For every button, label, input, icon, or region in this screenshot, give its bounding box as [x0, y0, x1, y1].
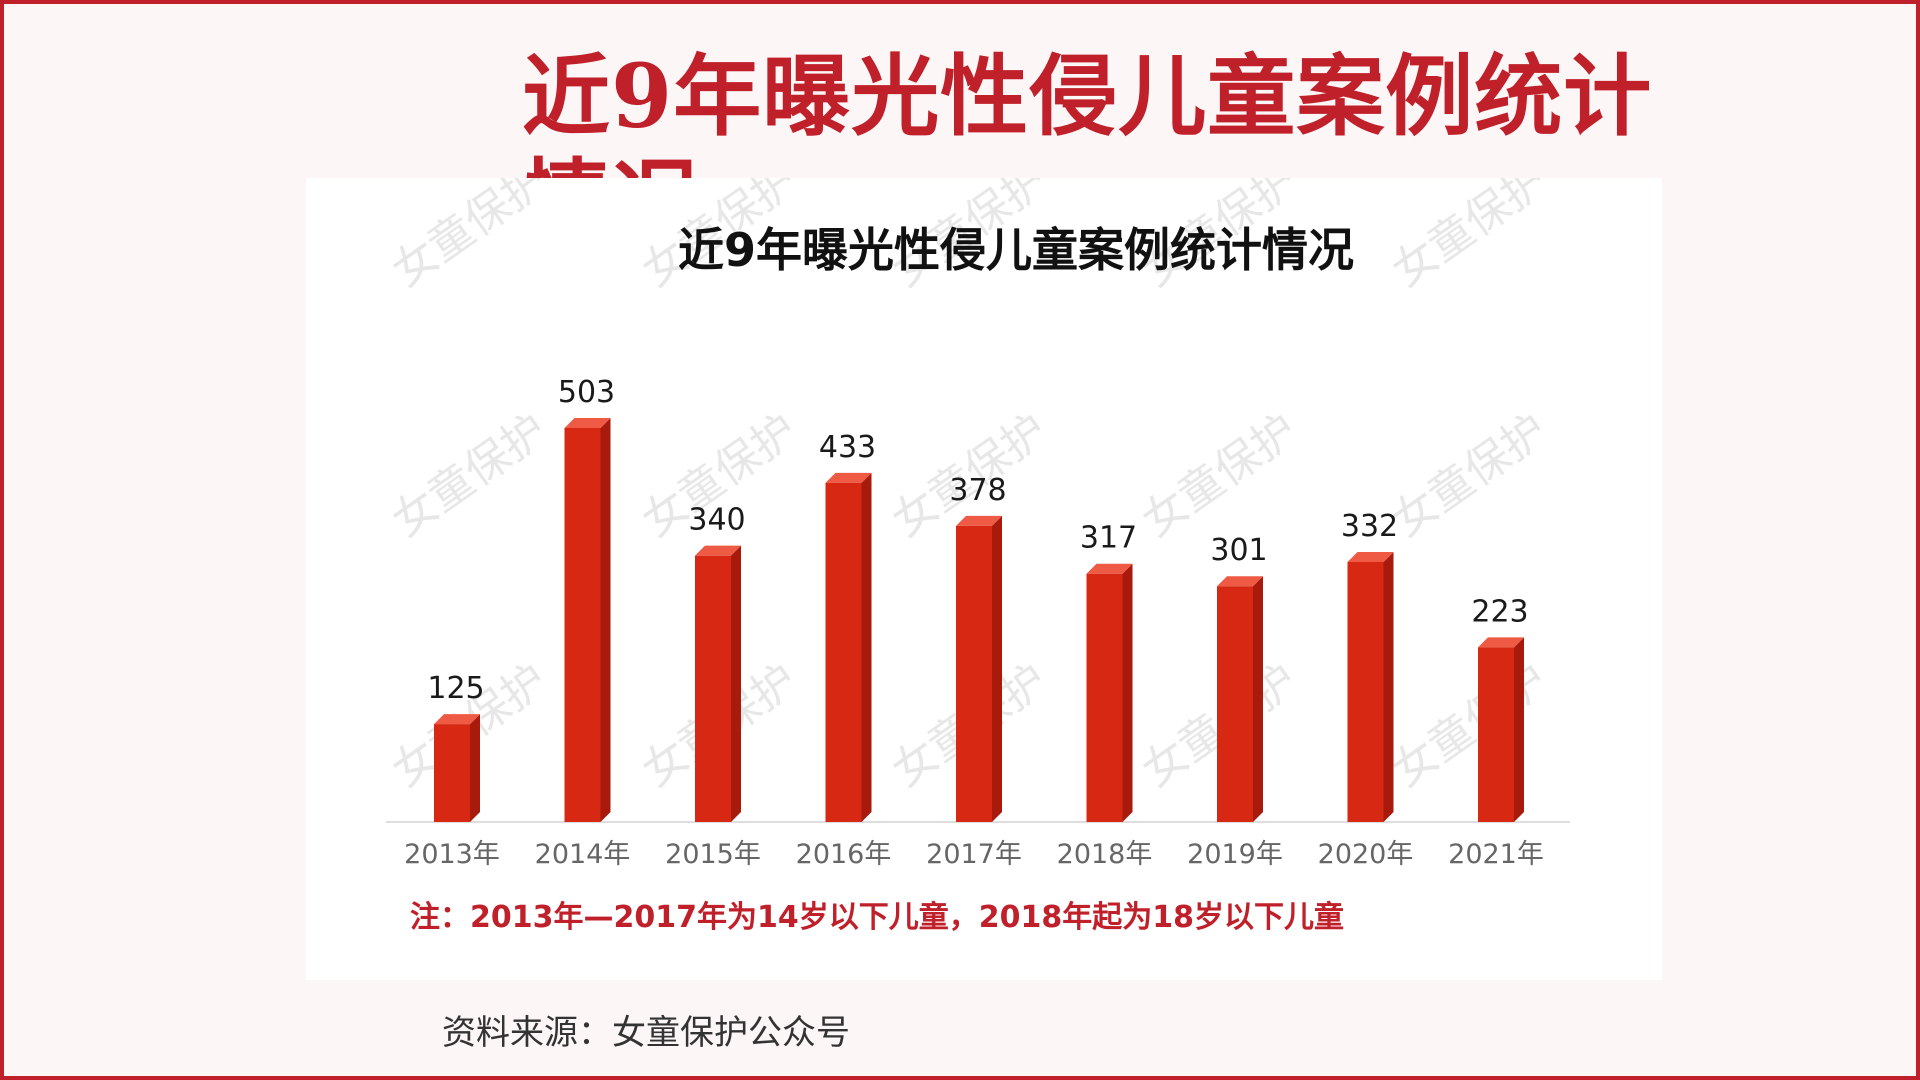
bar-side: [1122, 563, 1133, 822]
bar: [956, 525, 992, 822]
data-label: 301: [1210, 533, 1267, 568]
bar-side: [1514, 637, 1524, 822]
source-note: 资料来源：女童保护公众号: [442, 1013, 850, 1053]
x-tick-label: 2014年: [535, 839, 631, 870]
bar-top: [1086, 563, 1133, 574]
watermark-text: 女童保护: [383, 178, 556, 297]
bar-side: [992, 515, 1002, 822]
bar-top: [1347, 551, 1394, 562]
x-tick-label: 2016年: [796, 839, 892, 870]
bars-group: 125 2013年 503 2014年 340 2015年 433 2016年 378 2017年…: [404, 375, 1544, 870]
bar: [1086, 573, 1123, 822]
bar-top: [1217, 576, 1263, 587]
x-tick-label: 2019年: [1187, 839, 1283, 870]
bar-top: [956, 515, 1002, 526]
data-label: 340: [688, 503, 745, 538]
bar: [1217, 586, 1253, 822]
x-tick-label: 2015年: [665, 839, 761, 870]
data-label: 332: [1341, 509, 1398, 544]
watermark-text: 女童保护: [1133, 404, 1306, 547]
bar-top: [434, 714, 480, 725]
watermark-text: 女童保护: [1383, 178, 1556, 297]
bar: [825, 482, 862, 822]
bar-top: [564, 418, 611, 428]
bar: [564, 428, 601, 822]
bar-side: [1383, 551, 1394, 822]
data-label: 433: [819, 430, 876, 465]
chart-title: 近9年曝光性侵儿童案例统计情况: [678, 223, 1354, 277]
bar: [1347, 561, 1384, 822]
x-tick-label: 2018年: [1057, 839, 1153, 870]
bar: [695, 555, 731, 822]
data-label: 125: [427, 671, 484, 706]
bar-side: [731, 545, 741, 822]
bar-side: [861, 472, 872, 822]
chart-note: 注：2013年—2017年为14岁以下儿童，2018年起为18岁以下儿童: [410, 900, 1344, 935]
chart-image: 女童保护 女童保护 女童保护 女童保护 女童保护 女童保护 女童保护 女童保护 女童保护 女童保护…: [306, 178, 1662, 980]
x-tick-label: 2013年: [404, 839, 500, 870]
data-label: 378: [949, 473, 1006, 508]
data-label: 223: [1471, 594, 1528, 629]
bar-side: [470, 714, 480, 822]
x-tick-label: 2020年: [1318, 839, 1414, 870]
data-label: 503: [558, 375, 615, 410]
bar: [434, 724, 470, 822]
bar-top: [1478, 637, 1524, 648]
bar-side: [600, 418, 611, 822]
bar-side: [1253, 576, 1263, 822]
bar-top: [825, 472, 872, 483]
watermark-text: 女童保护: [1383, 654, 1556, 797]
x-tick-label: 2021年: [1448, 839, 1544, 870]
bar-top: [695, 545, 741, 556]
data-label: 317: [1080, 521, 1137, 556]
watermark-text: 女童保护: [383, 404, 556, 547]
x-tick-label: 2017年: [926, 839, 1022, 870]
bar: [1478, 647, 1514, 822]
watermark-text: 女童保护: [1383, 404, 1556, 547]
